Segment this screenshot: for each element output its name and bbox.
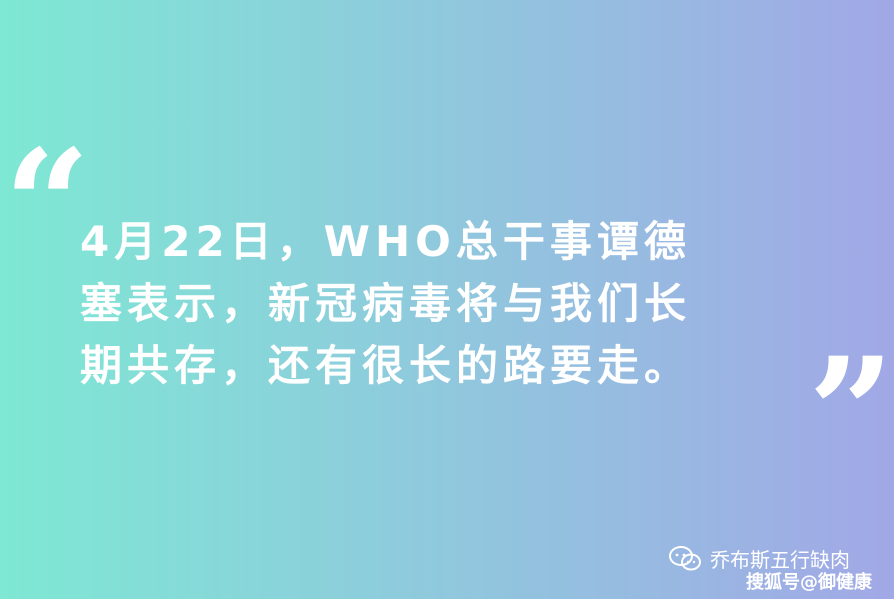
source-attribution: 乔布斯五行缺肉 <box>668 544 850 573</box>
open-quote-mark: “ <box>4 117 91 293</box>
close-quote-mark: ” <box>808 325 894 501</box>
source-account-name: 乔布斯五行缺肉 <box>710 548 850 572</box>
credit-watermark: 搜狐号@御健康 <box>746 572 872 593</box>
quote-text: 4月22日，WHO总干事谭德 塞表示，新冠病毒将与我们长 期共存，还有很长的路要… <box>80 217 692 390</box>
wechat-icon <box>669 545 701 570</box>
